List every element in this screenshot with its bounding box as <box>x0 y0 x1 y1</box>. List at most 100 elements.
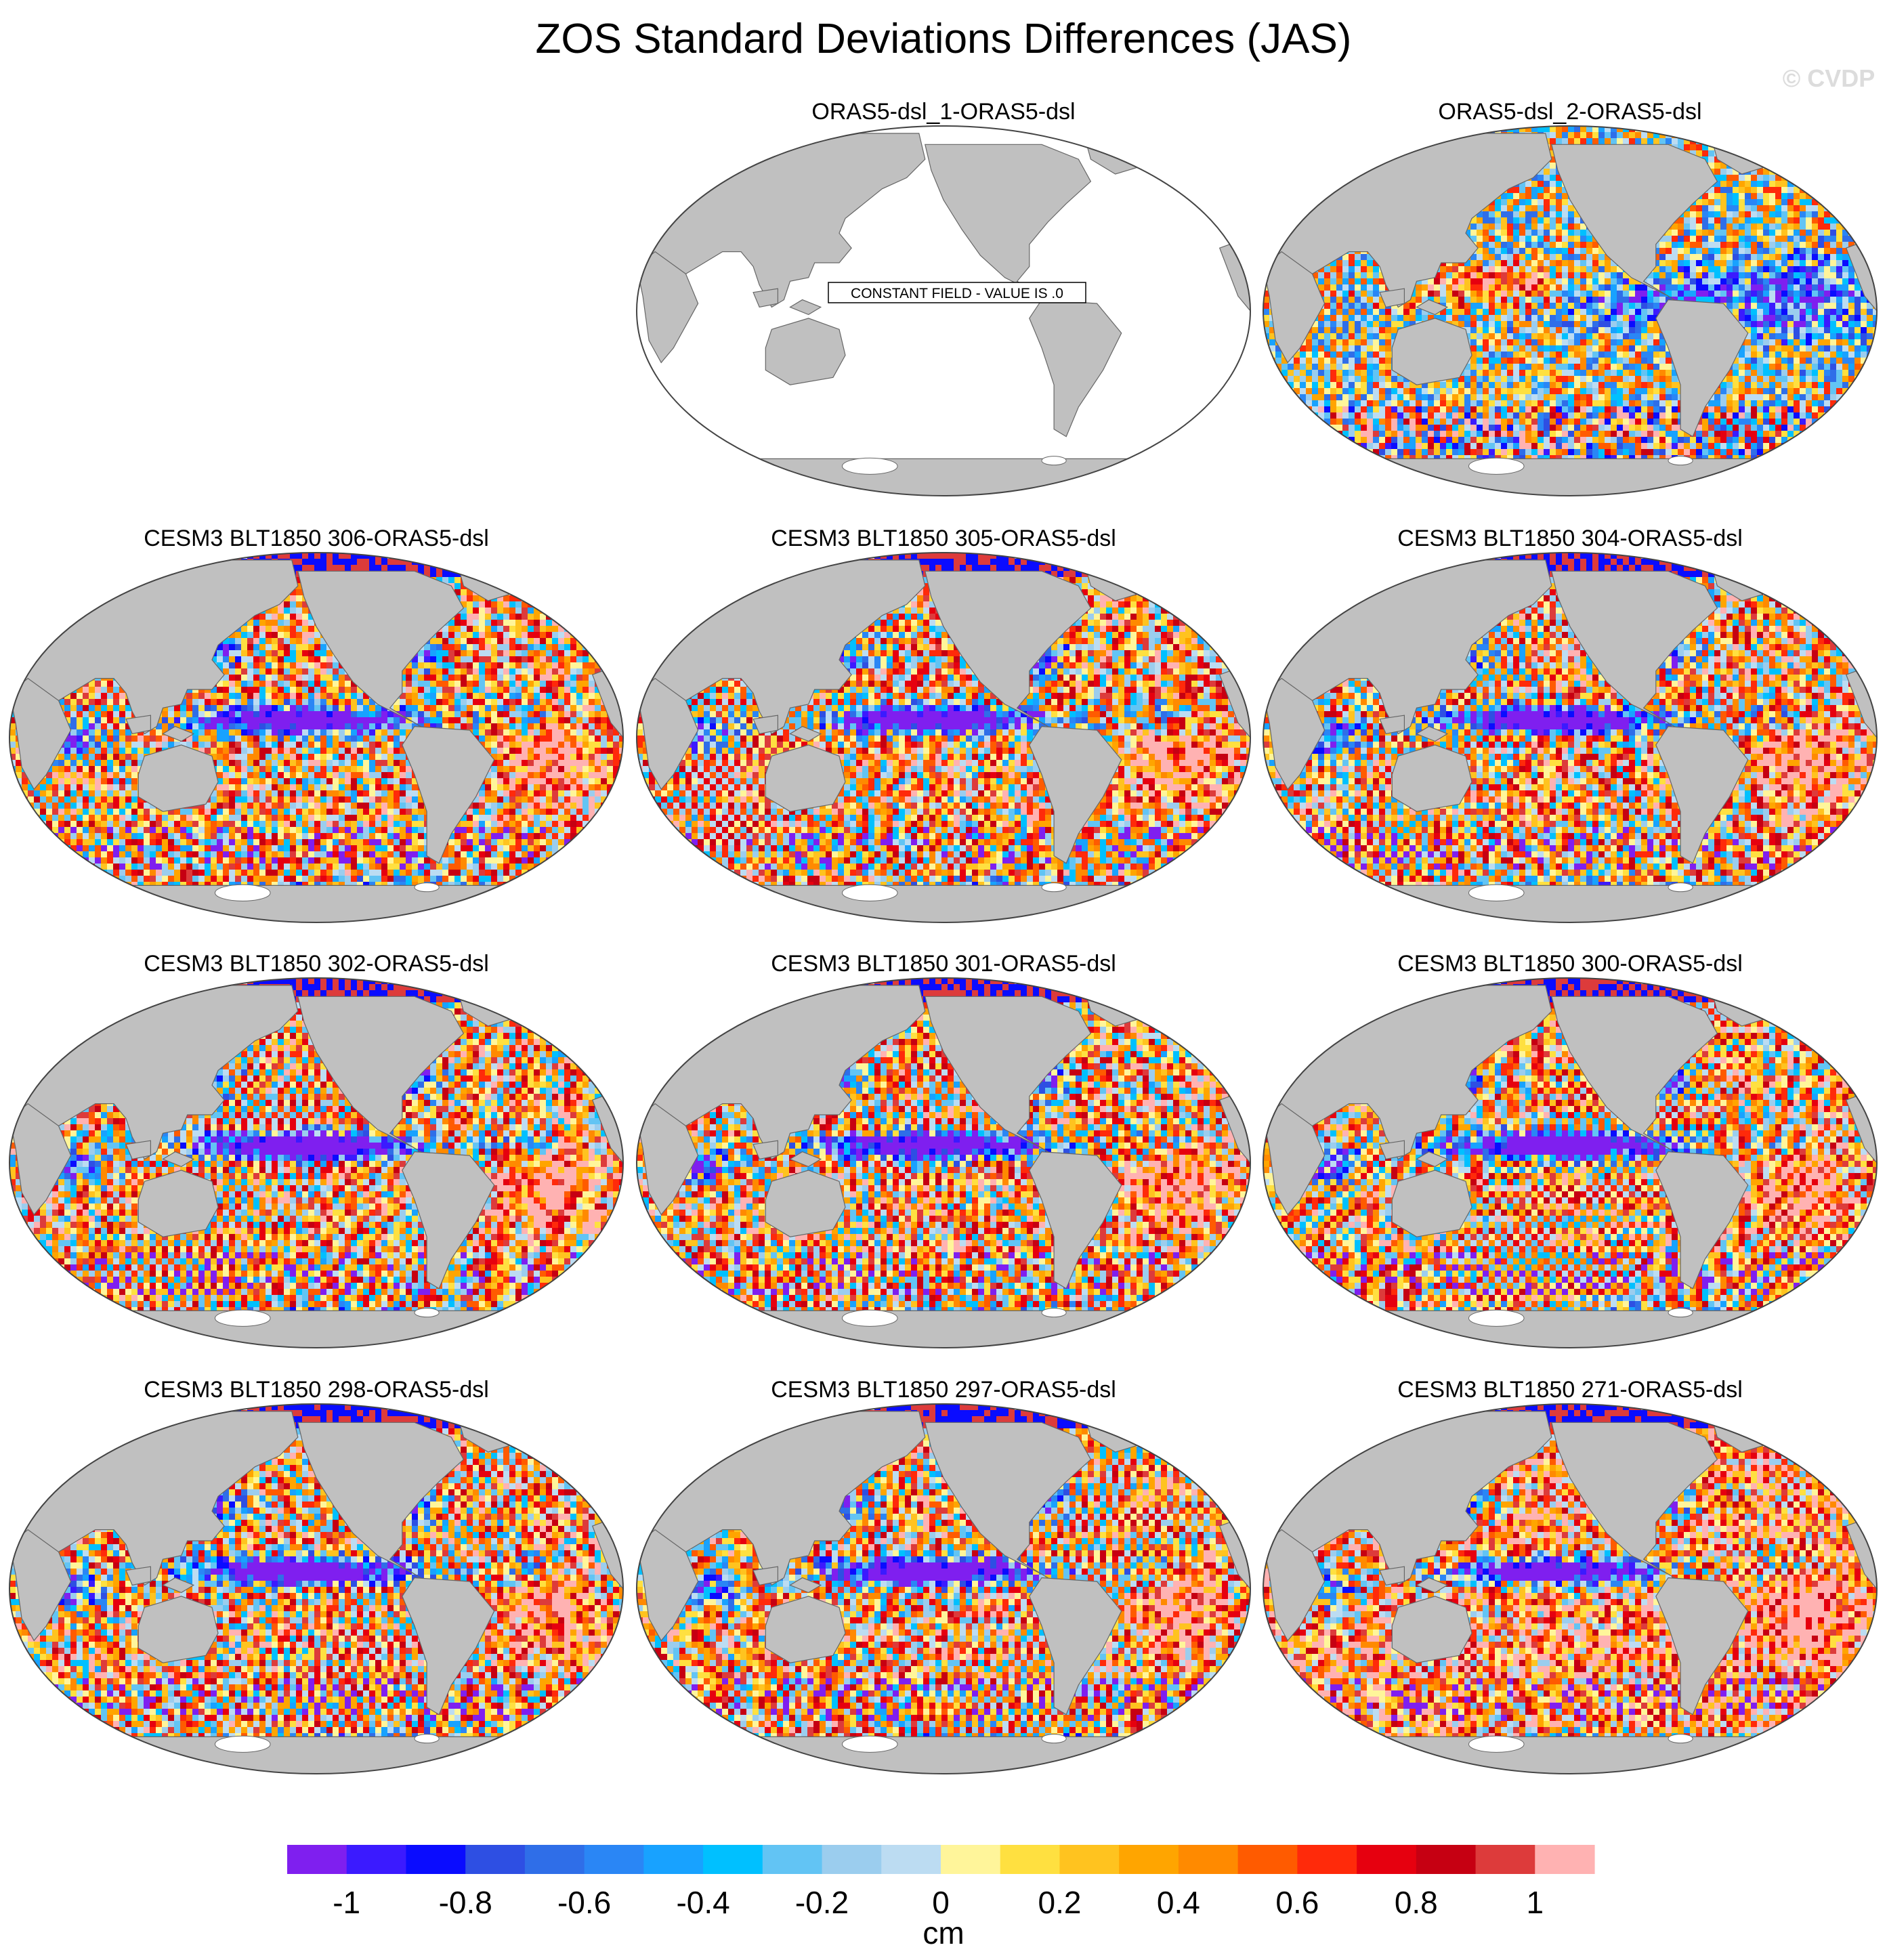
ice-shelf <box>1468 1309 1525 1327</box>
landmass <box>137 1596 219 1663</box>
landmass <box>789 1151 822 1168</box>
landmass <box>925 1422 1092 1590</box>
field-color-band-9 <box>9 577 623 922</box>
colorbar-swatch <box>881 1845 941 1874</box>
landmass <box>1379 1566 1405 1586</box>
map-panel: CESM3 BLT1850 301-ORAS5-dsl <box>636 951 1251 1348</box>
field-color-band-21 <box>637 1428 1246 1770</box>
colorbar-units: cm <box>923 1915 964 1951</box>
colorbar-swatch <box>1297 1845 1357 1874</box>
map-border <box>636 125 1251 496</box>
field-color-band-17 <box>643 1428 1250 1774</box>
landmass <box>765 1170 846 1237</box>
colorbar-swatch <box>287 1845 347 1874</box>
colorbar-swatch <box>1357 1845 1417 1874</box>
field-color-band-12 <box>16 1002 623 1348</box>
panel-title: ORAS5-dsl_2-ORAS5-dsl <box>1438 99 1701 125</box>
field-color-band-18 <box>16 1002 623 1348</box>
landmass <box>297 996 465 1164</box>
colorbar-tick-label: 0.2 <box>1038 1885 1082 1920</box>
map-panels: ORAS5-dsl_1-ORAS5-dsl CONSTANT FIELD - VA… <box>9 99 1878 1774</box>
colorbar-swatch <box>584 1845 644 1874</box>
landmass <box>1416 299 1449 316</box>
field-color-band-21 <box>9 577 623 922</box>
colorbar-swatch <box>465 1845 526 1874</box>
map-panel: CESM3 BLT1850 271-ORAS5-dsl <box>1263 1377 1878 1774</box>
field-color-band-20 <box>9 553 619 922</box>
colorbar-tick-label: 0.4 <box>1157 1885 1200 1920</box>
landmass <box>125 1140 151 1160</box>
landmass <box>1379 288 1405 308</box>
landmass <box>1551 570 1718 738</box>
field-color-band-21 <box>637 1002 1250 1348</box>
field-color-band-20 <box>637 1404 1246 1770</box>
colorbar-swatch <box>1416 1845 1477 1874</box>
field-color-band-12 <box>1263 1002 1877 1338</box>
map-panel: ORAS5-dsl_2-ORAS5-dsl <box>1263 99 1878 496</box>
colorbar-swatch <box>1059 1845 1120 1874</box>
map-border <box>1263 552 1878 923</box>
landmass <box>1029 299 1122 438</box>
colorbar-swatch <box>1000 1845 1061 1874</box>
landmass <box>1379 1140 1405 1160</box>
field-color-band-18 <box>1281 1002 1867 1344</box>
landmass <box>297 570 465 738</box>
ice-shelf <box>1041 456 1067 466</box>
landmass <box>1029 1151 1122 1290</box>
landmass <box>752 1140 778 1160</box>
landmass <box>1391 1596 1472 1663</box>
landmass <box>1029 725 1122 864</box>
field-color-band-19 <box>643 1002 1250 1348</box>
field-color-band-20 <box>22 1404 619 1774</box>
map-panel: CESM3 BLT1850 302-ORAS5-dsl <box>9 951 624 1348</box>
panel-title: CESM3 BLT1850 304-ORAS5-dsl <box>1397 526 1743 551</box>
ice-shelf <box>1468 1735 1525 1753</box>
field-color-band-14 <box>1263 126 1877 496</box>
landmass <box>1655 299 1749 438</box>
map-border <box>636 552 1251 923</box>
landmass <box>1263 1310 1877 1348</box>
field-color-band-8 <box>643 1002 1240 1348</box>
landmass <box>402 1577 495 1716</box>
ice-shelf <box>1668 456 1693 466</box>
landmass <box>9 1310 623 1348</box>
field-color-band-21 <box>9 1002 623 1348</box>
landmass <box>137 1170 219 1237</box>
landmass <box>765 744 846 812</box>
ice-shelf <box>414 1734 440 1744</box>
ice-shelf <box>215 1735 271 1753</box>
landmass <box>637 1310 1250 1348</box>
landmass <box>752 1566 778 1586</box>
landmass <box>162 725 195 742</box>
data-field <box>1263 1404 1877 1774</box>
colorbar-tick-label: 0 <box>932 1885 950 1920</box>
landmass <box>789 1577 822 1594</box>
colorbar-swatch <box>643 1845 704 1874</box>
map-panel: CESM3 BLT1850 305-ORAS5-dsl <box>636 526 1251 923</box>
colorbar-tick-label: 0.6 <box>1275 1885 1319 1920</box>
panel-title: CESM3 BLT1850 302-ORAS5-dsl <box>144 951 489 977</box>
colorbar-swatch <box>1119 1845 1179 1874</box>
field-color-band-7 <box>16 1002 607 1348</box>
landmass <box>162 1577 195 1594</box>
ice-shelf <box>1668 1308 1693 1318</box>
landmass <box>1416 1151 1449 1168</box>
landmass <box>9 885 623 922</box>
map-border <box>9 1403 624 1774</box>
landmass <box>1263 1736 1877 1774</box>
watermark: © CVDP <box>1783 64 1875 92</box>
ice-shelf <box>842 1309 898 1327</box>
landmass <box>765 1596 846 1663</box>
colorbar-tick-label: -0.2 <box>795 1885 849 1920</box>
field-color-band-20 <box>1263 1404 1861 1774</box>
field-color-band-16 <box>1269 1428 1877 1774</box>
ice-shelf <box>215 884 271 901</box>
colorbar-swatch <box>406 1845 466 1874</box>
landmass <box>765 318 846 385</box>
panel-title: CESM3 BLT1850 300-ORAS5-dsl <box>1397 951 1743 977</box>
landmass <box>925 570 1092 738</box>
map-border <box>9 977 624 1348</box>
field-color-band-11 <box>16 577 619 922</box>
colorbar-swatch <box>762 1845 823 1874</box>
map-border <box>1263 1403 1878 1774</box>
